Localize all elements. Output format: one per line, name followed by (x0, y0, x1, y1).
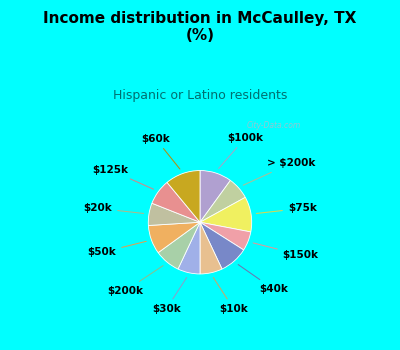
Wedge shape (200, 222, 222, 274)
Wedge shape (200, 222, 251, 250)
Text: $30k: $30k (152, 278, 187, 314)
Wedge shape (200, 170, 230, 222)
Wedge shape (200, 180, 245, 222)
Text: Income distribution in McCaulley, TX
(%): Income distribution in McCaulley, TX (%) (43, 10, 357, 43)
Text: $200k: $200k (107, 266, 163, 296)
Text: $125k: $125k (92, 165, 154, 189)
Wedge shape (178, 222, 200, 274)
Text: $150k: $150k (253, 243, 319, 260)
Text: $20k: $20k (84, 203, 144, 214)
Wedge shape (167, 170, 200, 222)
Text: $40k: $40k (238, 265, 288, 294)
Wedge shape (148, 222, 200, 253)
Text: $60k: $60k (141, 134, 180, 169)
Wedge shape (148, 203, 200, 225)
Text: $100k: $100k (219, 133, 264, 168)
Text: > $200k: > $200k (243, 159, 315, 185)
Wedge shape (158, 222, 200, 269)
Wedge shape (200, 197, 252, 232)
Text: $50k: $50k (88, 241, 146, 257)
Text: City-Data.com: City-Data.com (246, 121, 301, 131)
Text: $10k: $10k (213, 278, 248, 314)
Wedge shape (152, 182, 200, 222)
Text: Hispanic or Latino residents: Hispanic or Latino residents (113, 89, 287, 102)
Text: $75k: $75k (256, 203, 317, 214)
Wedge shape (200, 222, 244, 269)
